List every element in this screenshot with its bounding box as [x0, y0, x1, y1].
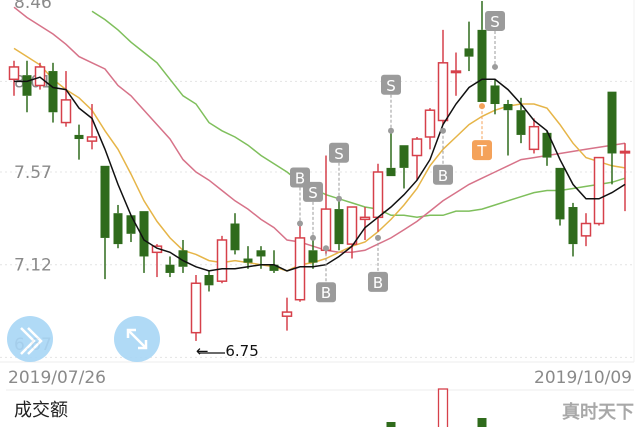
- marker-dot: [375, 234, 381, 241]
- candle-body-up: [424, 109, 436, 138]
- candle-body-up: [359, 216, 371, 221]
- signal-marker-label: S: [308, 184, 318, 202]
- volume-bar: [477, 418, 487, 427]
- marker-dot: [336, 195, 342, 202]
- candle-body-down: [542, 132, 552, 158]
- candle-body-down: [490, 85, 500, 105]
- double-chevron-right-icon: [20, 327, 43, 355]
- x-label-start: 2019/07/26: [8, 368, 106, 388]
- candle-body-up: [346, 206, 358, 245]
- candle-body-down: [178, 250, 188, 267]
- candle-body-down: [269, 264, 279, 271]
- ma20-line: [13, 6, 626, 254]
- candle-body-up: [619, 150, 631, 154]
- candle-body-down: [22, 75, 32, 96]
- marker-dot: [479, 103, 485, 110]
- signal-marker-label: T: [476, 142, 487, 160]
- signal-marker-S: [381, 74, 401, 95]
- candle-body-up: [372, 171, 384, 219]
- candle-body-down: [204, 275, 214, 286]
- candle-body-up: [60, 99, 72, 124]
- signal-marker-B: [316, 282, 336, 303]
- candle-body-down: [516, 110, 526, 135]
- signal-marker-B: [368, 271, 388, 292]
- signal-marker-B: [433, 164, 453, 185]
- low-price-annotation: ← 6.75: [196, 342, 259, 360]
- candle-body-down: [139, 211, 149, 257]
- y-tick-label: 7.57: [14, 163, 52, 183]
- candle-body-down: [607, 91, 617, 154]
- candle-body-down: [477, 29, 487, 102]
- signal-marker-label: S: [334, 145, 344, 163]
- candle-body-up: [34, 66, 46, 87]
- ma10-line: [13, 47, 626, 272]
- volume-bar: [386, 422, 396, 427]
- volume-bar: [437, 388, 449, 427]
- x-label-end: 2019/10/09: [534, 368, 632, 388]
- candle-body-down: [243, 258, 253, 263]
- signal-marker-S: [303, 181, 323, 202]
- signal-marker-S: [329, 142, 349, 163]
- marker-dot: [323, 245, 329, 252]
- signal-marker-label: B: [373, 274, 383, 292]
- volume-title: 成交额: [14, 400, 68, 421]
- marker-dot: [440, 127, 446, 134]
- marker-dot: [388, 127, 394, 134]
- y-tick-label: 8.46: [14, 0, 52, 13]
- scroll-button[interactable]: [7, 316, 53, 362]
- candle-body-up: [593, 156, 605, 225]
- expand-arrows-icon: [126, 328, 148, 350]
- signal-marker-S: [485, 10, 505, 31]
- candle-body-down: [503, 104, 513, 111]
- signal-marker-T: [472, 140, 492, 161]
- signal-marker-label: B: [438, 167, 448, 185]
- candle-body-up: [294, 237, 306, 301]
- watermark: 真时天下: [562, 402, 634, 423]
- candle-body-down: [399, 145, 409, 168]
- candle-body-up: [8, 66, 20, 81]
- candle-body-up: [320, 208, 332, 252]
- candle-body-down: [308, 250, 318, 263]
- candle-body-up: [281, 311, 293, 317]
- candle-body-down: [334, 209, 344, 245]
- candle-body-up: [580, 222, 592, 237]
- fullscreen-button[interactable]: [114, 316, 160, 362]
- low-price-value: 6.75: [225, 342, 259, 360]
- candle-body-up: [86, 136, 98, 142]
- signal-marker-label: S: [490, 13, 500, 31]
- candle-body-down: [386, 167, 396, 177]
- candle-body-down: [230, 223, 240, 251]
- candle-body-down: [100, 165, 110, 238]
- candle-body-down: [74, 134, 84, 140]
- marker-dot: [310, 234, 316, 241]
- candle-body-down: [113, 213, 123, 245]
- marker-dot: [297, 220, 303, 227]
- signal-marker-label: B: [321, 284, 331, 302]
- marker-dot: [492, 63, 498, 70]
- candle-body-up: [190, 282, 202, 334]
- candle-body-down: [165, 264, 175, 273]
- candle-body-down: [555, 167, 565, 220]
- arrow-left-icon: ←: [196, 342, 209, 360]
- candle-body-down: [48, 71, 58, 113]
- candle-body-down: [568, 207, 578, 245]
- signal-marker-label: B: [295, 170, 305, 188]
- candle-body-down: [126, 215, 136, 234]
- candle-body-up: [437, 62, 449, 122]
- ma30-line: [91, 10, 626, 219]
- signal-marker-label: S: [386, 77, 396, 95]
- candle-body-down: [464, 48, 474, 57]
- ma5-line: [14, 76, 626, 272]
- candle-body-down: [256, 250, 266, 257]
- y-tick-label: 7.12: [14, 256, 52, 276]
- candle-body-up: [450, 70, 462, 74]
- candle-body-up: [216, 239, 228, 282]
- candle-body-up: [411, 138, 423, 157]
- candle-body-up: [528, 125, 540, 151]
